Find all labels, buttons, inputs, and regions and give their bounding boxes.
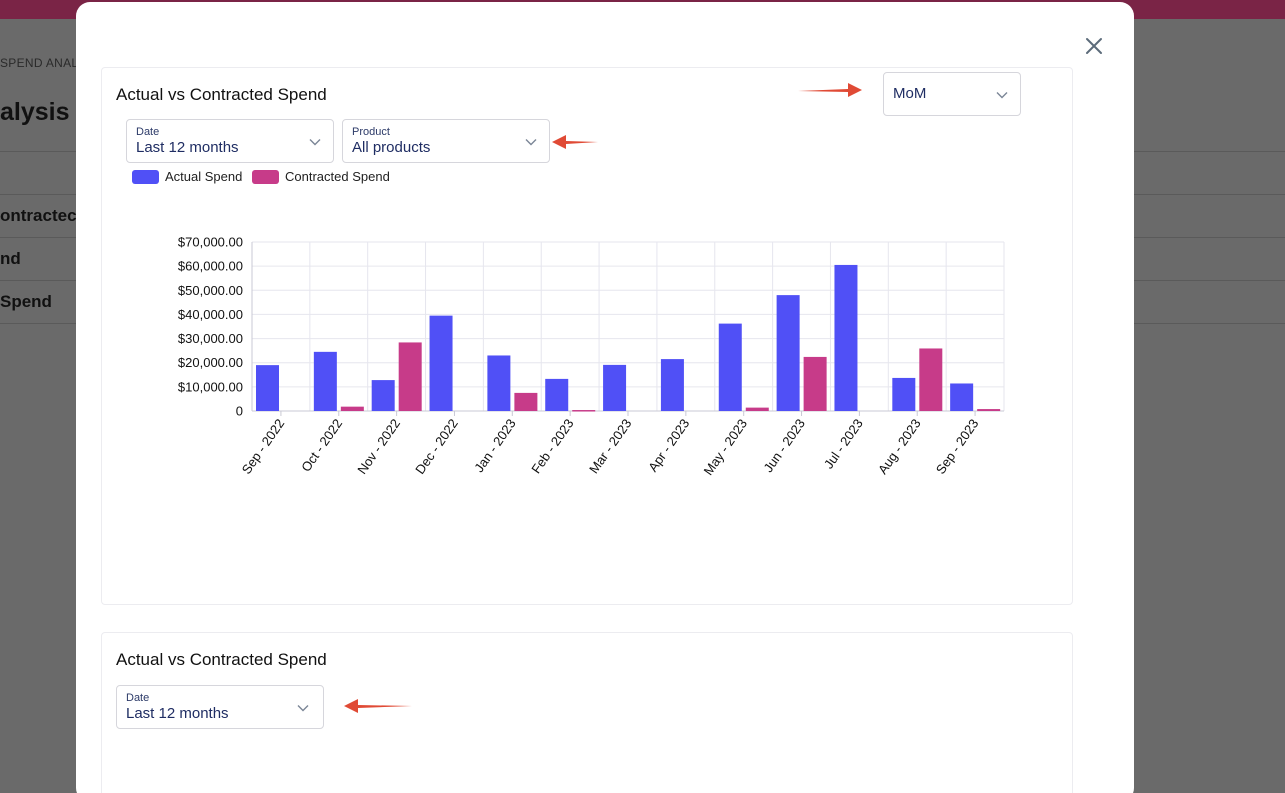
chart-card: Actual vs Contracted Spend Date Last 12 … — [101, 632, 1073, 793]
x-tick-label: Nov - 2022 — [354, 416, 403, 477]
y-tick-label: $30,000.00 — [178, 331, 243, 346]
period-select[interactable]: MoM — [883, 72, 1021, 116]
bar-contracted-spend — [919, 348, 943, 411]
bar-actual-spend — [545, 378, 569, 411]
bar-actual-spend — [660, 359, 684, 411]
chevron-down-icon — [309, 139, 321, 146]
product-select-label: Product — [352, 126, 390, 138]
chart-card: Actual vs Contracted Spend MoM Date Last… — [101, 67, 1073, 605]
bar-contracted-spend — [398, 342, 422, 411]
legend-item-contracted[interactable]: Contracted Spend — [252, 169, 390, 184]
breadcrumb: SPEND ANAL — [0, 56, 79, 70]
x-tick-label: Dec - 2022 — [412, 416, 461, 477]
date-select[interactable]: Date Last 12 months — [126, 119, 334, 163]
x-tick-label: Jul - 2023 — [821, 416, 866, 471]
bar-actual-spend — [429, 315, 453, 411]
bar-actual-spend — [603, 364, 627, 411]
y-tick-label: $50,000.00 — [178, 283, 243, 298]
date-select-label: Date — [136, 126, 160, 138]
x-tick-label: Sep - 2023 — [933, 416, 982, 477]
bar-actual-spend — [371, 380, 395, 411]
bar-actual-spend — [256, 365, 279, 411]
bar-contracted-spend — [514, 392, 538, 411]
annotation-arrow-left — [552, 135, 598, 149]
bar-contracted-spend — [572, 410, 596, 412]
spend-modal: Actual vs Contracted Spend MoM Date Last… — [76, 2, 1134, 793]
chevron-down-icon — [525, 139, 537, 146]
date-select[interactable]: Date Last 12 months — [116, 685, 324, 729]
y-tick-label: $70,000.00 — [178, 235, 243, 250]
annotation-arrow-right — [798, 83, 862, 97]
y-tick-label: $20,000.00 — [178, 355, 243, 370]
y-tick-label: $40,000.00 — [178, 307, 243, 322]
page-title: alysis — [0, 98, 70, 126]
x-tick-label: Aug - 2023 — [875, 416, 924, 477]
x-tick-label: Jun - 2023 — [760, 416, 808, 475]
chevron-down-icon — [996, 92, 1008, 99]
product-select[interactable]: Product All products — [342, 119, 550, 163]
product-select-value: All products — [352, 139, 431, 156]
bar-contracted-spend — [745, 407, 769, 411]
legend-swatch — [132, 169, 159, 184]
period-select-value: MoM — [893, 85, 927, 102]
bar-actual-spend — [834, 264, 858, 411]
date-select-value: Last 12 months — [126, 705, 229, 722]
legend-swatch — [252, 169, 279, 184]
bar-actual-spend — [950, 383, 974, 411]
bar-contracted-spend — [977, 409, 1001, 411]
metric-row-label: Spend — [0, 292, 52, 311]
close-icon — [1086, 38, 1102, 54]
legend-item-actual[interactable]: Actual Spend — [132, 169, 242, 184]
card-title: Actual vs Contracted Spend — [116, 650, 327, 669]
x-tick-label: Jan - 2023 — [471, 416, 519, 475]
x-tick-label: Mar - 2023 — [586, 416, 634, 476]
card-title: Actual vs Contracted Spend — [116, 85, 327, 104]
bar-contracted-spend — [340, 406, 364, 411]
bar-actual-spend — [718, 323, 742, 411]
bar-chart: 0 $10,000.00 $20,000.00 $30,000.00 $40,000.0… — [178, 235, 1005, 478]
date-select-label: Date — [126, 692, 150, 704]
bar-actual-spend — [776, 295, 800, 411]
x-tick-label: Feb - 2023 — [528, 416, 576, 476]
x-tick-label: Oct - 2022 — [298, 416, 345, 474]
x-tick-label: Sep - 2022 — [239, 416, 288, 477]
metric-row-label: ontractec — [0, 206, 77, 225]
date-select-value: Last 12 months — [136, 139, 239, 156]
y-tick-label: $60,000.00 — [178, 259, 243, 274]
y-tick-label: 0 — [236, 404, 243, 419]
x-tick-label: May - 2023 — [701, 416, 751, 478]
x-tick-label: Apr - 2023 — [645, 416, 692, 474]
metric-row-label: nd — [0, 249, 21, 268]
chevron-down-icon — [297, 705, 309, 712]
bar-actual-spend — [487, 355, 511, 411]
bar-contracted-spend — [803, 356, 827, 411]
legend-label: Actual Spend — [165, 169, 243, 184]
close-button[interactable] — [1082, 34, 1106, 58]
y-tick-label: $10,000.00 — [178, 379, 243, 394]
bar-actual-spend — [313, 351, 337, 411]
bar-actual-spend — [892, 377, 916, 411]
annotation-arrow-left — [344, 699, 412, 713]
legend-label: Contracted Spend — [285, 169, 390, 184]
